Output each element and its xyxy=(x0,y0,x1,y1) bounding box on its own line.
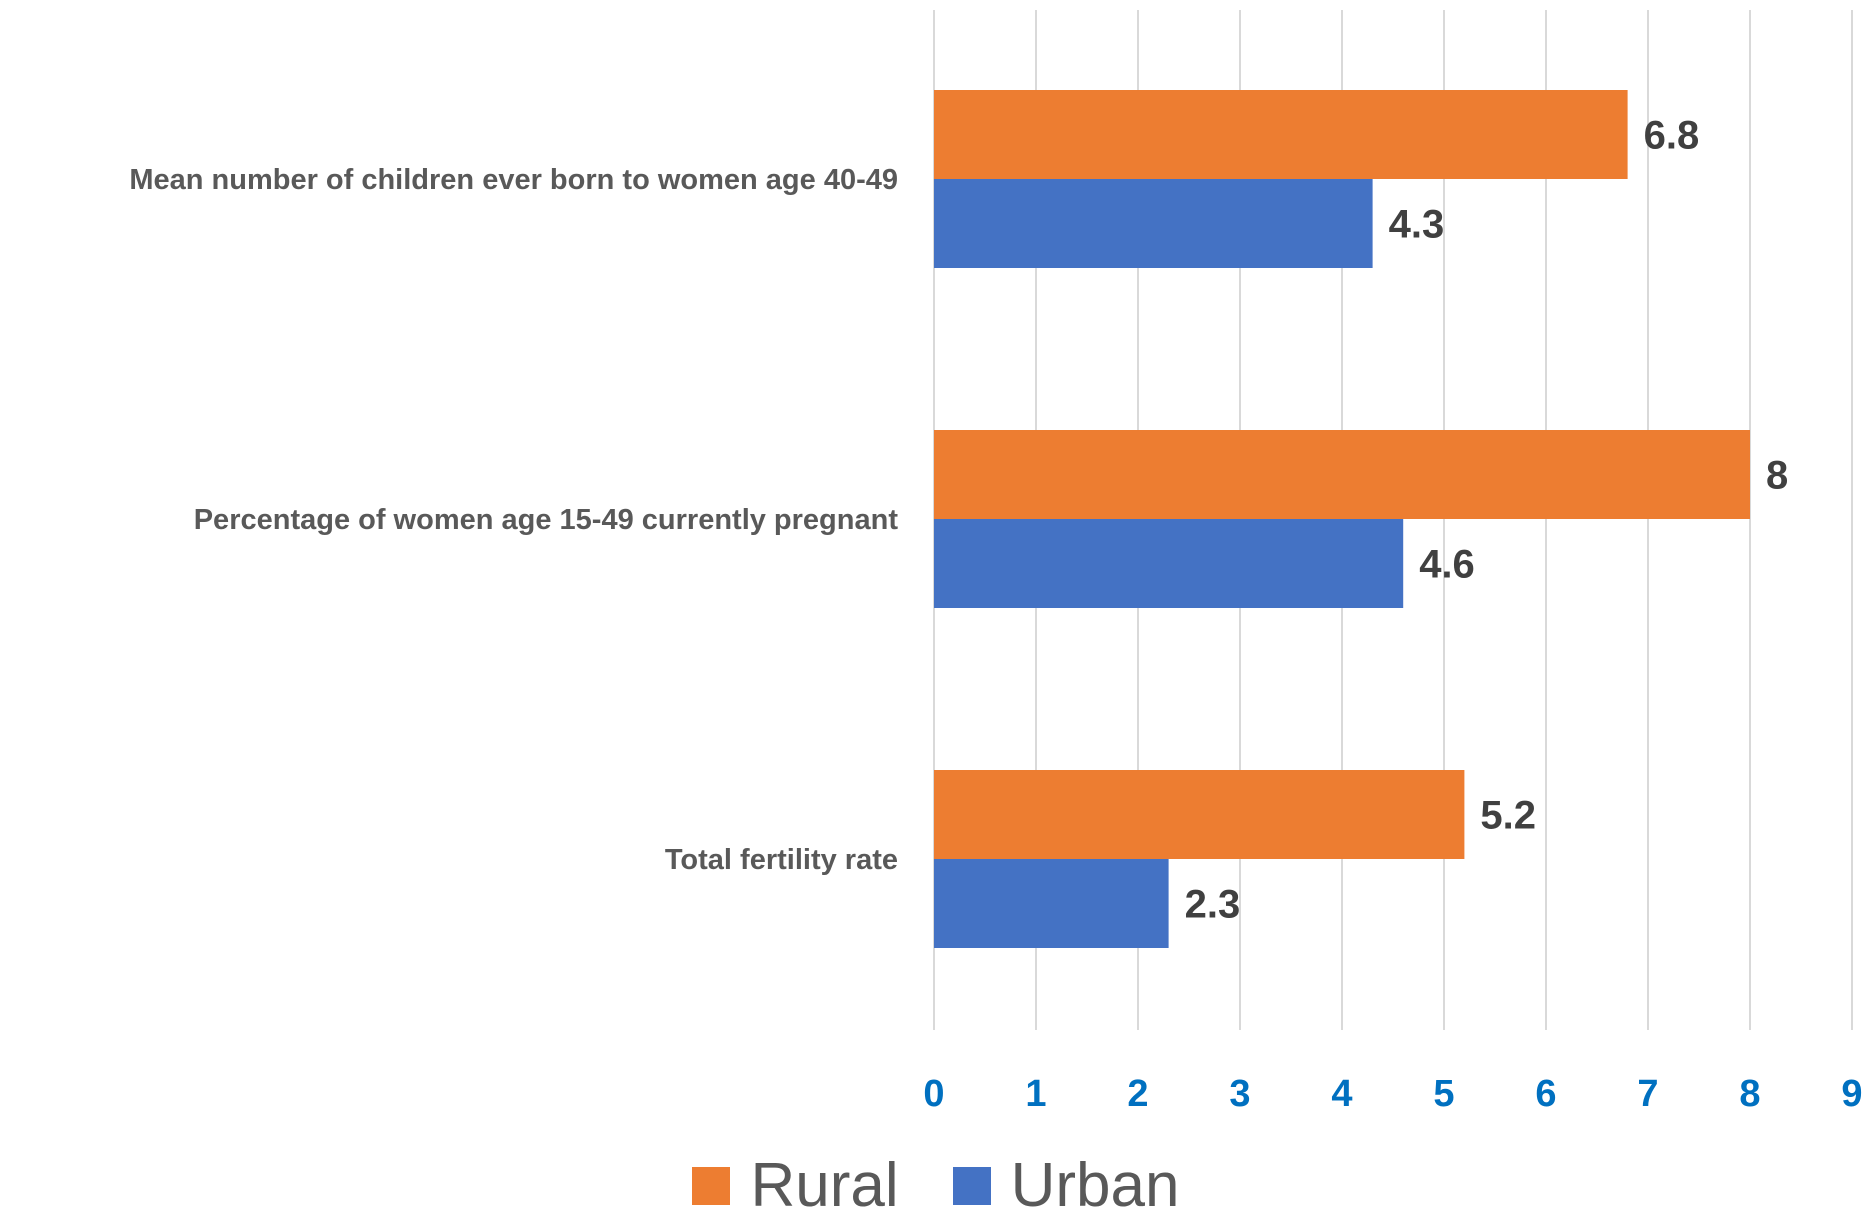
bar-urban-0 xyxy=(934,179,1373,268)
x-tick-label-6: 6 xyxy=(1535,1073,1556,1115)
x-tick-label-0: 0 xyxy=(923,1073,944,1115)
x-axis-ticks: 0 1 2 3 4 5 6 7 8 9 xyxy=(923,1073,1862,1115)
data-label-rural-2: 5.2 xyxy=(1480,794,1536,838)
data-label-rural-1: 8 xyxy=(1766,454,1788,498)
data-label-urban-0: 4.3 xyxy=(1389,203,1445,247)
legend: Rural Urban xyxy=(0,1155,1872,1217)
legend-swatch-urban xyxy=(952,1167,991,1205)
x-tick-label-4: 4 xyxy=(1331,1073,1352,1115)
x-tick-label-9: 9 xyxy=(1841,1073,1862,1115)
x-tick-label-5: 5 xyxy=(1433,1073,1454,1115)
legend-label-rural: Rural xyxy=(750,1151,899,1220)
data-label-urban-2: 2.3 xyxy=(1185,883,1241,927)
legend-item-rural: Rural xyxy=(692,1151,899,1220)
bar-urban-1 xyxy=(934,519,1404,608)
x-tick-label-2: 2 xyxy=(1127,1073,1148,1115)
legend-label-urban: Urban xyxy=(1010,1151,1180,1220)
category-label-2: Total fertility rate xyxy=(665,844,898,876)
data-labels: 6.8 4.3 8 4.6 5.2 2.3 xyxy=(1185,114,1789,927)
legend-swatch-rural xyxy=(692,1167,731,1205)
category-label-1: Percentage of women age 15-49 currently … xyxy=(194,504,899,536)
bars xyxy=(934,90,1750,948)
data-label-urban-1: 4.6 xyxy=(1419,543,1475,587)
legend-item-urban: Urban xyxy=(952,1151,1180,1220)
x-tick-label-1: 1 xyxy=(1025,1073,1046,1115)
x-tick-label-8: 8 xyxy=(1739,1073,1760,1115)
category-label-0: Mean number of children ever born to wom… xyxy=(129,164,898,196)
data-label-rural-0: 6.8 xyxy=(1644,114,1700,158)
x-tick-label-7: 7 xyxy=(1637,1073,1658,1115)
bar-chart: 6.8 4.3 8 4.6 5.2 2.3 Mean number of children… xyxy=(129,10,1863,1115)
category-labels: Mean number of children ever born to wom… xyxy=(129,164,898,876)
x-tick-label-3: 3 xyxy=(1229,1073,1250,1115)
bar-rural-1 xyxy=(934,430,1750,519)
bar-rural-2 xyxy=(934,770,1465,859)
bar-urban-2 xyxy=(934,859,1169,948)
bar-rural-0 xyxy=(934,90,1628,179)
